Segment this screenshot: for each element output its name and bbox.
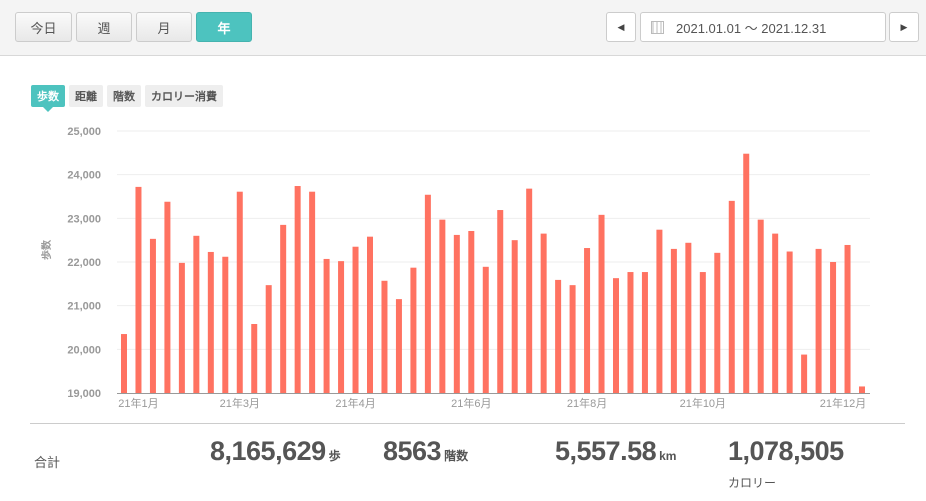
- y-tick-label: 23,000: [67, 213, 101, 225]
- total-calories: 1,078,505: [728, 436, 844, 466]
- bar: [309, 191, 316, 393]
- tab-floors[interactable]: 階数: [107, 85, 141, 107]
- x-tick-label: 21年1月: [118, 396, 158, 410]
- next-range-button[interactable]: ▶: [889, 12, 919, 42]
- bar: [555, 279, 562, 393]
- y-tick-label: 24,000: [67, 170, 101, 182]
- bar: [482, 266, 489, 393]
- total-steps: 8,165,629: [210, 436, 326, 466]
- steps-summary: 8,165,629 歩: [210, 436, 341, 467]
- bar: [453, 234, 460, 393]
- date-range-text: 2021.01.01 〜 2021.12.31: [676, 20, 827, 36]
- floors-unit: 階数: [444, 449, 469, 463]
- calories-unit: カロリー: [728, 476, 777, 490]
- period-toolbar: 今日 週 月 年 ◀ 2021.01.01 〜 2021.12.31 ▶: [0, 0, 926, 56]
- floors-summary: 8563 階数: [383, 436, 468, 467]
- metric-tabs: 歩数 距離 階数 カロリー消費: [31, 85, 223, 112]
- y-tick-label: 21,000: [67, 301, 101, 313]
- bar: [323, 258, 330, 393]
- bar: [497, 210, 504, 393]
- bar: [178, 262, 185, 393]
- bar: [381, 280, 388, 393]
- bar: [641, 272, 648, 393]
- bar: [265, 285, 272, 393]
- bar: [222, 256, 229, 393]
- caret-right-icon: ▶: [900, 21, 908, 32]
- bar: [757, 219, 764, 393]
- bar: [149, 238, 156, 393]
- bar: [801, 354, 808, 393]
- divider: [30, 423, 905, 424]
- bar: [193, 235, 200, 393]
- bar: [439, 219, 446, 393]
- bar: [584, 248, 591, 393]
- bar: [627, 272, 634, 393]
- bar: [236, 191, 243, 393]
- bar: [685, 242, 692, 393]
- y-tick-label: 25,000: [67, 126, 101, 138]
- date-range-field[interactable]: 2021.01.01 〜 2021.12.31: [640, 12, 886, 42]
- steps-unit: 歩: [328, 449, 341, 463]
- tab-steps[interactable]: 歩数: [31, 85, 65, 112]
- calendar-icon: [651, 20, 664, 34]
- bar: [699, 272, 706, 393]
- y-tick-label: 22,000: [67, 257, 101, 269]
- x-tick-label: 21年4月: [335, 396, 375, 410]
- bar: [670, 248, 677, 393]
- bar: [859, 386, 865, 393]
- x-tick-label: 21年12月: [820, 396, 866, 410]
- bar: [135, 186, 142, 393]
- bar: [743, 153, 750, 393]
- bar: [251, 324, 258, 393]
- bar: [207, 251, 214, 393]
- x-tick-label: 21年10月: [680, 396, 726, 410]
- bar: [728, 200, 735, 393]
- calories-summary: 1,078,505: [728, 436, 844, 467]
- bar: [164, 201, 171, 393]
- y-axis-label: 歩数: [40, 239, 53, 260]
- period-today-button[interactable]: 今日: [15, 12, 72, 42]
- bar: [656, 229, 663, 393]
- bar: [540, 233, 547, 393]
- tab-distance[interactable]: 距離: [69, 85, 103, 107]
- bar: [121, 334, 127, 393]
- bar: [714, 252, 721, 393]
- steps-bar-chart: 歩数 19,000 20,000 21,000 22,000 23,000 24,000 2…: [40, 126, 870, 410]
- bar: [613, 278, 619, 393]
- bar: [352, 246, 359, 393]
- prev-range-button[interactable]: ◀: [606, 12, 636, 42]
- period-year-button[interactable]: 年: [196, 12, 252, 42]
- bar: [280, 224, 287, 393]
- bar: [395, 299, 402, 393]
- period-week-button[interactable]: 週: [76, 12, 132, 42]
- x-tick-label: 21年8月: [567, 396, 607, 410]
- bar: [830, 262, 837, 393]
- total-distance: 5,557.58: [555, 436, 657, 466]
- bar: [410, 267, 417, 393]
- bar: [367, 236, 373, 393]
- bar: [772, 233, 779, 393]
- bar: [511, 240, 518, 393]
- bar: [815, 248, 822, 393]
- tab-calories[interactable]: カロリー消費: [145, 85, 223, 107]
- distance-unit: km: [659, 449, 677, 463]
- x-tick-label: 21年3月: [220, 396, 260, 410]
- distance-summary: 5,557.58 km: [555, 436, 676, 467]
- y-tick-label: 20,000: [67, 344, 101, 356]
- bar: [468, 230, 475, 393]
- bar: [294, 186, 301, 393]
- bar: [844, 244, 851, 393]
- bar: [569, 285, 576, 393]
- period-month-button[interactable]: 月: [136, 12, 192, 42]
- bar: [338, 261, 345, 393]
- bar: [598, 214, 605, 393]
- total-floors: 8563: [383, 436, 442, 466]
- y-tick-label: 19,000: [67, 388, 101, 400]
- bar: [786, 251, 793, 393]
- caret-left-icon: ◀: [617, 21, 625, 32]
- bar: [526, 188, 533, 393]
- summary-label: 合計: [34, 455, 61, 470]
- x-tick-label: 21年6月: [451, 396, 491, 410]
- bar: [424, 194, 431, 393]
